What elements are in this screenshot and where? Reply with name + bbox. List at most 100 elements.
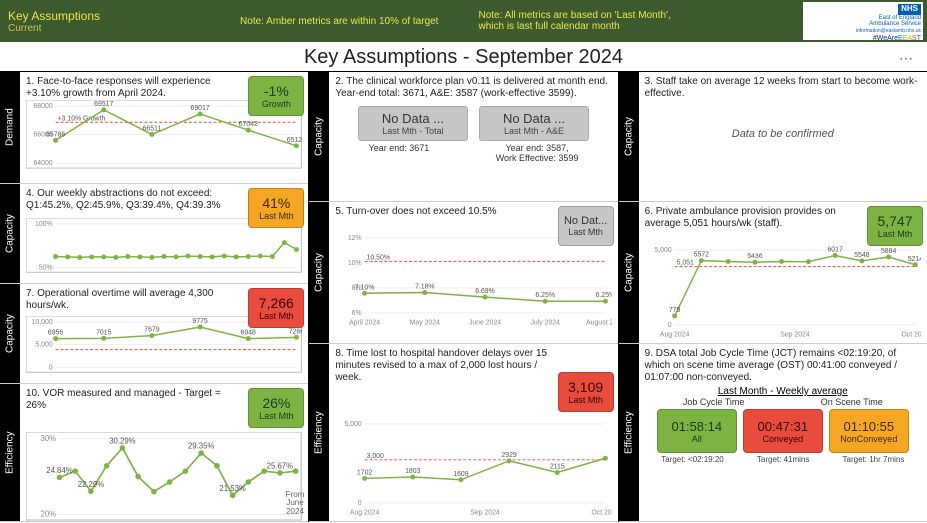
- jct-conveyed-box: 00:47:31 Conveyed: [743, 409, 823, 453]
- svg-text:24.84%: 24.84%: [46, 466, 72, 475]
- tile-8: 8. Time lost to hospital handover delays…: [329, 344, 617, 521]
- svg-text:5,000: 5,000: [654, 247, 671, 254]
- svg-text:5548: 5548: [854, 252, 869, 259]
- svg-text:29.35%: 29.35%: [188, 442, 214, 451]
- svg-text:5,051: 5,051: [676, 260, 693, 267]
- topbar: Key Assumptions Current Note: Amber metr…: [0, 0, 927, 42]
- tile-2-nodata-ae: No Data ... Last Mth - A&E: [479, 106, 589, 141]
- svg-text:0: 0: [667, 322, 671, 329]
- svg-text:7679: 7679: [144, 327, 159, 334]
- svg-text:10.50%: 10.50%: [367, 254, 390, 261]
- vlabel-capacity-7: Capacity: [0, 284, 20, 383]
- topbar-subtitle: Current: [8, 23, 100, 34]
- tile-9: 9. DSA total Job Cycle Time (JCT) remain…: [639, 344, 927, 521]
- svg-text:Oct 2024: Oct 2024: [592, 510, 612, 517]
- svg-text:7.10%: 7.10%: [355, 284, 375, 291]
- topbar-note2: Note: All metrics are based on 'Last Mon…: [478, 10, 670, 32]
- svg-text:2115: 2115: [550, 464, 565, 471]
- svg-text:3,000: 3,000: [367, 453, 384, 460]
- vlabel-capacity-4: Capacity: [0, 184, 20, 283]
- svg-text:10,000: 10,000: [32, 319, 53, 326]
- svg-text:6%: 6%: [352, 310, 362, 317]
- svg-text:6948: 6948: [241, 330, 256, 337]
- svg-text:May 2024: May 2024: [410, 320, 440, 327]
- vlabel-efficiency-10: Efficiency: [0, 384, 20, 521]
- tile-8-kpi: 3,109 Last Mth: [558, 372, 614, 412]
- vlabel-capacity-5: Capacity: [309, 202, 329, 343]
- svg-text:100%: 100%: [35, 221, 53, 228]
- svg-text:5884: 5884: [881, 248, 896, 255]
- more-icon[interactable]: ⋯: [899, 50, 915, 67]
- svg-text:66511: 66511: [143, 126, 162, 133]
- svg-text:7.18%: 7.18%: [415, 284, 435, 291]
- svg-text:0: 0: [49, 364, 53, 371]
- svg-text:1702: 1702: [357, 469, 372, 476]
- svg-text:1609: 1609: [454, 471, 469, 478]
- svg-text:Oct 2024: Oct 2024: [901, 332, 921, 339]
- tile-6: 6. Private ambulance provision provides …: [639, 202, 927, 343]
- jct-all-box: 01:58:14 All: [657, 409, 737, 453]
- tile-4: 4. Our weekly abstractions do not exceed…: [20, 184, 308, 283]
- nhs-logo: NHS East of England Ambulance Service in…: [803, 2, 923, 40]
- svg-text:August 2024: August 2024: [586, 320, 611, 327]
- topbar-title: Key Assumptions: [8, 9, 100, 23]
- tile-3: 3. Staff take on average 12 weeks from s…: [639, 72, 927, 201]
- tile-6-chart: 05,0005,051779557254366017554858845214Au…: [645, 244, 921, 339]
- vlabel-capacity-3: Capacity: [619, 72, 639, 201]
- tile-5-kpi: No Dat... Last Mth: [558, 206, 614, 246]
- tile-7-kpi: 7,266 Last Mth: [248, 288, 304, 328]
- svg-text:779: 779: [669, 307, 681, 314]
- col-3: Capacity 3. Staff take on average 12 wee…: [619, 72, 927, 522]
- tile-8-chart: 05,0003,00017021803160929292115Aug 2024S…: [335, 418, 611, 517]
- svg-text:67042: 67042: [239, 121, 258, 128]
- svg-text:25.67%: 25.67%: [267, 461, 293, 470]
- vlabel-efficiency-9: Efficiency: [619, 344, 639, 521]
- col-1: Demand 1. Face-to-face responses will ex…: [0, 72, 308, 522]
- tile-5-chart: 6%8%10%12%10.50%7.10%7.18%6.69%6.25%6.25…: [335, 232, 611, 327]
- svg-text:9775: 9775: [192, 318, 207, 325]
- tile-9-sub: Last Month - Weekly average: [645, 386, 921, 397]
- tile-2-nodata-total: No Data ... Last Mth - Total: [358, 106, 468, 141]
- svg-text:65786: 65786: [46, 131, 65, 138]
- svg-text:6.25%: 6.25%: [596, 292, 612, 299]
- title-row: Key Assumptions - September 2024 ⋯: [0, 42, 927, 72]
- svg-text:+3.10% Growth: +3.10% Growth: [58, 115, 106, 122]
- tile-2: 2. The clinical workforce plan v0.11 is …: [329, 72, 617, 201]
- svg-text:22.29%: 22.29%: [78, 480, 104, 489]
- col-2: Capacity 2. The clinical workforce plan …: [309, 72, 617, 522]
- tile-3-body: Data to be confirmed: [645, 128, 921, 140]
- svg-text:2929: 2929: [502, 452, 517, 459]
- jct-nonconveyed-box: 01:10:55 NonConveyed: [829, 409, 909, 453]
- svg-text:12%: 12%: [348, 235, 362, 242]
- topbar-note1: Note: Amber metrics are within 10% of ta…: [240, 16, 438, 27]
- tile-6-kpi: 5,747 Last Mth: [867, 206, 923, 246]
- tile-5: 5. Turn-over does not exceed 10.5% No Da…: [329, 202, 617, 343]
- svg-text:69517: 69517: [94, 101, 113, 108]
- svg-text:Sep 2024: Sep 2024: [780, 332, 810, 339]
- page-title: Key Assumptions - September 2024: [0, 46, 927, 69]
- svg-text:Sep 2024: Sep 2024: [471, 510, 501, 517]
- tile-2-head: 2. The clinical workforce plan v0.11 is …: [335, 76, 611, 100]
- svg-text:6017: 6017: [827, 247, 842, 254]
- tile-10-kpi: 26% Last Mth: [248, 388, 304, 428]
- vlabel-demand: Demand: [0, 72, 20, 183]
- svg-text:Aug 2024: Aug 2024: [350, 510, 380, 517]
- svg-text:65122: 65122: [287, 137, 303, 144]
- svg-text:April 2024: April 2024: [349, 320, 380, 327]
- svg-text:30.29%: 30.29%: [109, 436, 135, 445]
- tile-10-chart: 20%30%24.84%22.29%30.29%29.35%21.53%25.6…: [26, 432, 302, 521]
- tile-7: 7. Operational overtime will average 4,3…: [20, 284, 308, 383]
- vlabel-capacity-2: Capacity: [309, 72, 329, 201]
- svg-text:6.25%: 6.25%: [536, 292, 556, 299]
- svg-text:1803: 1803: [405, 468, 420, 475]
- tile-9-headers: Job Cycle Time On Scene Time: [645, 397, 921, 407]
- svg-text:50%: 50%: [39, 264, 53, 271]
- svg-text:5572: 5572: [693, 252, 708, 259]
- svg-text:June 2024: June 2024: [469, 320, 501, 327]
- svg-text:30%: 30%: [41, 434, 57, 443]
- svg-text:July 2024: July 2024: [531, 320, 561, 327]
- svg-text:6.69%: 6.69%: [476, 288, 496, 295]
- svg-text:21.53%: 21.53%: [219, 484, 245, 493]
- vlabel-capacity-6: Capacity: [619, 202, 639, 343]
- svg-text:5436: 5436: [747, 253, 762, 260]
